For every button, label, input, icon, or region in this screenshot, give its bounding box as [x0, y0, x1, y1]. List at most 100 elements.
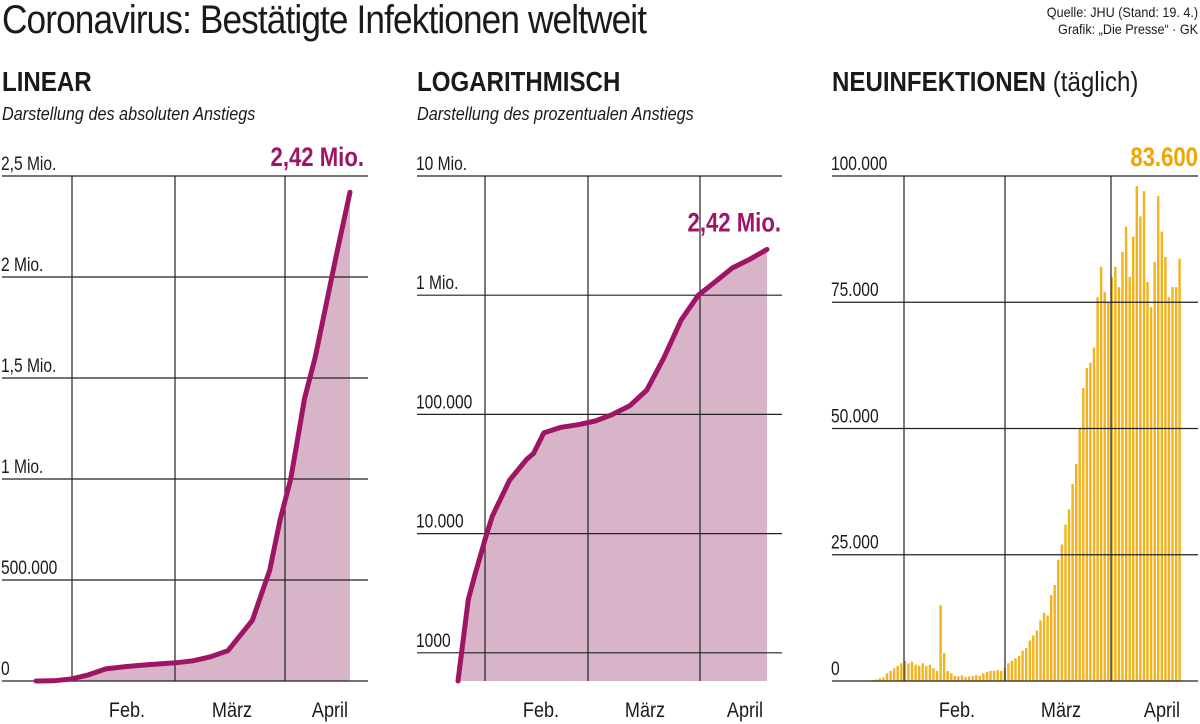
bar-new — [1064, 524, 1067, 681]
bar-new — [885, 673, 889, 681]
bar-new — [1035, 630, 1039, 681]
bar-new — [1153, 261, 1156, 681]
bar-new — [1053, 585, 1056, 681]
bar-new — [1021, 650, 1024, 681]
ytick-label-new: 0 — [831, 658, 840, 680]
bar-new — [1017, 655, 1021, 682]
source-line: Quelle: JHU (Stand: 19. 4.) — [1046, 4, 1198, 20]
bar-new — [1014, 658, 1017, 681]
ytick-label-linear: 2 Mio. — [1, 254, 43, 276]
ytick-label-log: 1000 — [416, 629, 451, 651]
bar-new — [967, 676, 971, 681]
bar-new — [1057, 559, 1060, 681]
bar-new — [1149, 307, 1153, 681]
ytick-label-linear: 1 Mio. — [1, 456, 43, 478]
bar-new — [989, 670, 992, 681]
bar-new — [1007, 663, 1010, 681]
bar-new — [882, 677, 885, 681]
bar-new — [1099, 266, 1103, 681]
ytick-label-linear: 0 — [1, 658, 10, 680]
xtick-label-linear: Feb. — [109, 699, 145, 723]
bar-new — [889, 670, 892, 681]
ytick-label-log: 10 Mio. — [416, 153, 467, 175]
ytick-label-log: 10.000 — [416, 510, 464, 532]
panel-subtitle-log: Darstellung des prozentualen Anstiegs — [417, 104, 694, 124]
bar-new — [946, 670, 949, 681]
xtick-label-new: April — [1144, 699, 1180, 723]
ytick-label-new: 25.000 — [831, 531, 879, 553]
area-fill-log — [458, 249, 767, 681]
panel-subtitle-linear: Darstellung des absoluten Anstiegs — [2, 104, 256, 124]
bar-new — [1110, 277, 1113, 681]
annotation-new: 83.600 — [1130, 143, 1198, 173]
bar-new — [975, 674, 978, 681]
bar-new — [950, 673, 953, 681]
bar-new — [1089, 362, 1092, 681]
bar-new — [935, 670, 939, 681]
bar-new — [900, 663, 903, 681]
bar-new — [996, 669, 999, 681]
ytick-label-new: 75.000 — [831, 279, 879, 301]
bar-new — [1139, 216, 1142, 681]
bar-new — [918, 665, 921, 681]
xtick-label-linear: April — [312, 699, 348, 723]
bar-new — [1142, 191, 1146, 681]
bar-new — [1075, 463, 1078, 681]
bar-new — [1010, 660, 1014, 681]
bar-new — [1042, 612, 1046, 681]
xtick-label-log: Feb. — [523, 699, 559, 723]
bar-new — [1060, 544, 1064, 681]
xtick-label-linear: März — [212, 699, 252, 723]
bar-new — [1124, 226, 1128, 681]
bar-new — [921, 663, 924, 681]
bar-new — [1067, 509, 1071, 681]
bar-new — [971, 676, 974, 681]
bar-new — [914, 664, 917, 681]
bar-new — [1025, 648, 1028, 681]
bar-new — [992, 670, 996, 681]
bar-new — [896, 665, 899, 681]
ytick-label-linear: 500.000 — [1, 557, 57, 579]
bar-new — [903, 660, 907, 681]
bar-new — [1128, 277, 1131, 681]
bar-new — [982, 673, 985, 681]
credit-line: Grafik: „Die Presse“ · GK — [1057, 21, 1198, 37]
bar-new — [1114, 266, 1117, 681]
xtick-label-new: Feb. — [939, 699, 975, 723]
heading-new-suffix: (täglich) — [1052, 66, 1139, 97]
ytick-label-log: 1 Mio. — [416, 272, 458, 294]
ytick-label-new: 100.000 — [831, 153, 887, 175]
bar-new — [957, 676, 960, 681]
panel-heading-linear: LINEAR — [2, 66, 92, 97]
xtick-label-log: April — [727, 699, 763, 723]
bar-new — [964, 677, 967, 681]
bar-new — [942, 653, 946, 681]
bar-new — [928, 664, 932, 681]
series-line-linear — [33, 189, 353, 684]
xtick-label-new: März — [1041, 699, 1081, 723]
bar-new — [1178, 258, 1181, 681]
xtick-label-log: März — [625, 699, 665, 723]
bar-new — [925, 665, 928, 681]
bar-new — [1171, 287, 1174, 681]
bar-new — [1103, 292, 1106, 681]
bar-new — [978, 676, 981, 681]
bar-new — [1050, 595, 1053, 681]
bar-new — [910, 661, 914, 681]
bar-new — [1174, 287, 1178, 681]
bar-new — [1000, 670, 1003, 681]
bar-new — [1096, 297, 1099, 681]
ytick-label-linear: 2,5 Mio. — [1, 153, 56, 175]
bar-new — [1121, 251, 1124, 682]
bar-new — [1146, 282, 1149, 681]
bar-new — [953, 676, 956, 681]
annotation-log: 2,42 Mio. — [688, 208, 781, 238]
page-title: Coronavirus: Bestätigte Infektionen welt… — [2, 0, 647, 42]
area-fill-linear — [36, 192, 350, 681]
bar-new — [878, 678, 882, 681]
bar-new — [1167, 297, 1171, 681]
bar-new — [939, 605, 942, 682]
bar-new — [960, 675, 964, 681]
bar-new — [1082, 388, 1085, 681]
